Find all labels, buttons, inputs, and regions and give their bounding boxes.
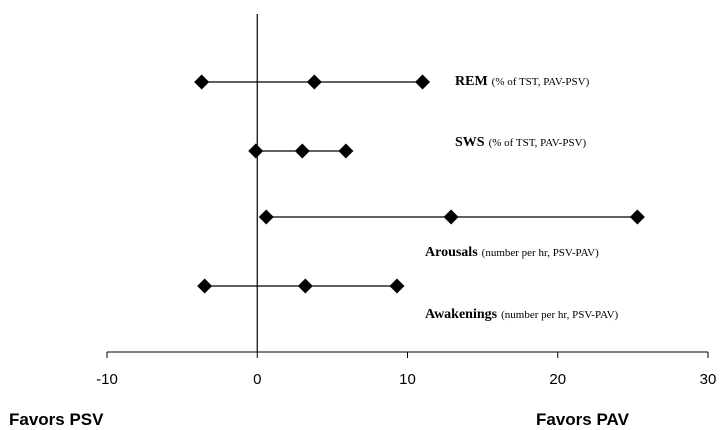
forest-row-awakenings: Awakenings (number per hr, PSV-PAV): [197, 278, 619, 322]
row-label-name: REM: [455, 74, 488, 89]
x-tick-label: 0: [253, 371, 261, 388]
x-axis-ticks: -10 0 10 20 30: [96, 352, 716, 388]
x-tick-label: 30: [700, 371, 717, 388]
favors-left-label: Favors PSV: [9, 410, 104, 429]
ci-high-marker: [629, 209, 645, 225]
favors-right-label: Favors PAV: [536, 410, 630, 429]
forest-row-rem: REM (% of TST, PAV-PSV): [194, 74, 590, 90]
ci-low-marker: [248, 143, 264, 159]
estimate-marker: [294, 143, 310, 159]
row-label: REM (% of TST, PAV-PSV): [455, 74, 590, 89]
forest-row-sws: SWS (% of TST, PAV-PSV): [248, 135, 587, 159]
ci-low-marker: [194, 74, 210, 90]
row-label: Arousals (number per hr, PSV-PAV): [425, 245, 599, 260]
estimate-marker: [443, 209, 459, 225]
ci-low-marker: [258, 209, 274, 225]
x-tick-label: -10: [96, 371, 118, 388]
row-label: Awakenings (number per hr, PSV-PAV): [425, 307, 619, 322]
ci-low-marker: [197, 278, 213, 294]
row-label: SWS (% of TST, PAV-PSV): [455, 135, 587, 150]
x-tick-label: 10: [399, 371, 416, 388]
row-label-units: (% of TST, PAV-PSV): [492, 76, 590, 88]
row-label-units: (number per hr, PSV-PAV): [482, 247, 599, 259]
x-tick-label: 20: [549, 371, 566, 388]
row-label-name: SWS: [455, 135, 485, 150]
row-label-units: (% of TST, PAV-PSV): [489, 137, 587, 149]
forest-row-arousals: Arousals (number per hr, PSV-PAV): [258, 209, 645, 260]
ci-high-marker: [389, 278, 405, 294]
row-label-name: Arousals: [425, 245, 478, 260]
row-label-units: (number per hr, PSV-PAV): [501, 309, 618, 321]
ci-high-marker: [415, 74, 431, 90]
ci-high-marker: [338, 143, 354, 159]
row-label-name: Awakenings: [425, 307, 498, 322]
forest-rows: REM (% of TST, PAV-PSV) SWS (% of TST, PAV-…: [194, 74, 645, 322]
estimate-marker: [306, 74, 322, 90]
estimate-marker: [297, 278, 313, 294]
